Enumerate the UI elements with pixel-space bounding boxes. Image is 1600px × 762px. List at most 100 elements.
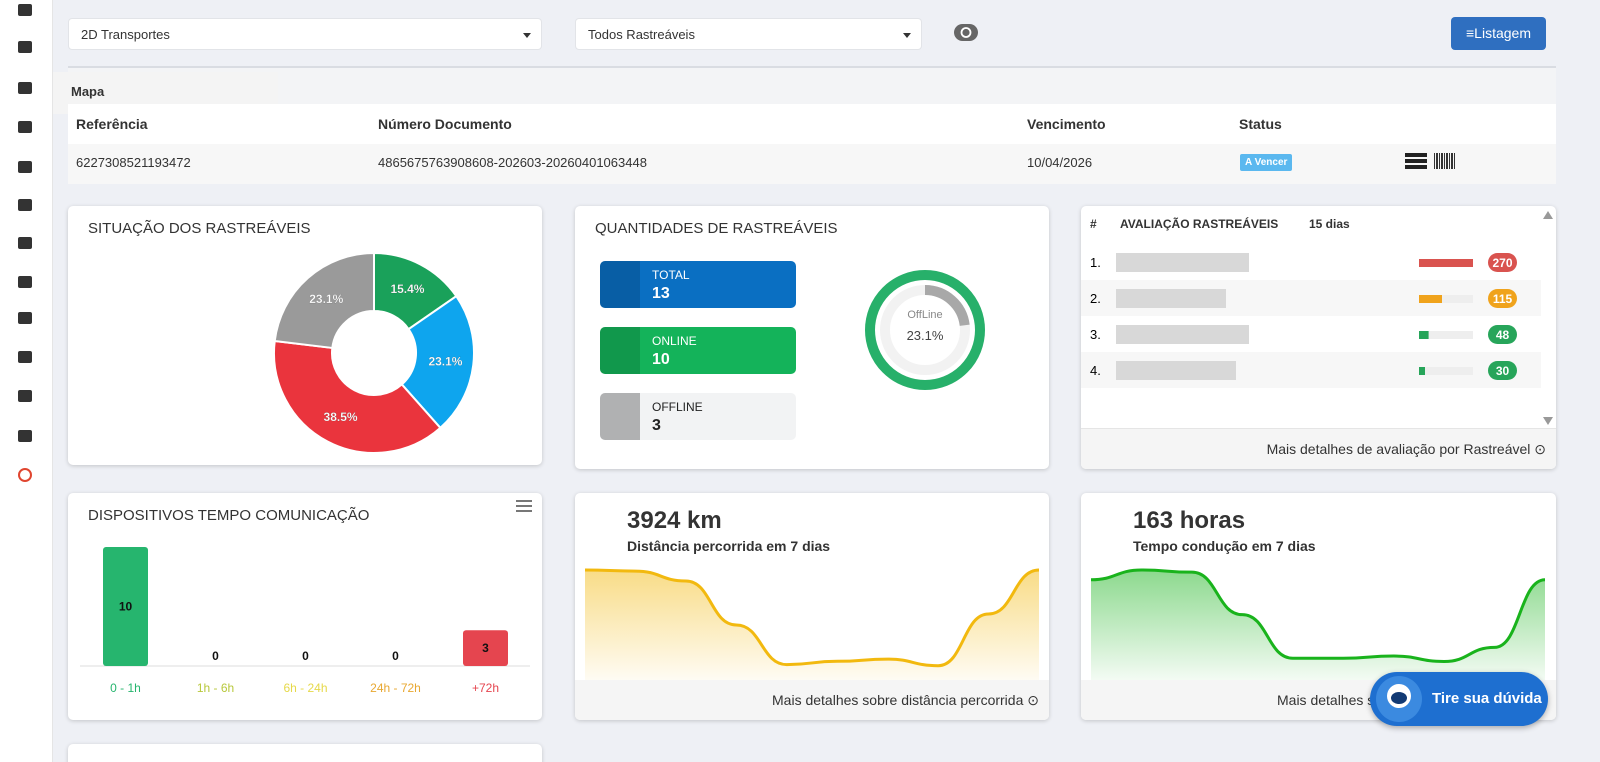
card-footer[interactable]: Mais detalhes de avaliação por Rastreáve… xyxy=(1081,428,1556,469)
score-value: 30 xyxy=(1496,364,1510,378)
nav-icon[interactable] xyxy=(18,82,32,94)
score-badge xyxy=(1488,325,1517,344)
score-bar xyxy=(1419,331,1429,339)
nav-icon[interactable] xyxy=(18,4,32,16)
box-value: 3 xyxy=(652,417,661,434)
cell: 6227308521193472 xyxy=(76,155,191,170)
bar-chart: 10 0 - 1h 0 1h - 6h 0 6h - 24h 0 24h - 72h 3 +72h xyxy=(80,500,532,695)
box-label: OFFLINE xyxy=(652,400,703,414)
nav-icon[interactable] xyxy=(18,199,32,211)
quantity-box: ONLINE 10 xyxy=(600,327,796,374)
scroll-down xyxy=(1543,417,1553,425)
rank: 1. xyxy=(1090,255,1101,270)
gauge-arc xyxy=(924,285,970,327)
header-cell: Referência xyxy=(76,116,148,132)
nav-icon[interactable] xyxy=(18,276,32,288)
tracker-select[interactable]: Todos Rastreáveis xyxy=(575,18,922,50)
bar xyxy=(463,630,508,666)
card-title: DISPOSITIVOS TEMPO COMUNICAÇÃO xyxy=(88,507,370,524)
table: Referência Número Documento Vencimento S… xyxy=(68,104,1556,184)
score-value: 115 xyxy=(1493,292,1513,306)
company-select[interactable]: 2D Transportes xyxy=(68,18,542,50)
nav-icon[interactable] xyxy=(18,312,32,324)
slice-label: 15.4% xyxy=(390,282,424,296)
score-badge xyxy=(1488,361,1517,380)
footer-link[interactable]: Mais detalhes de avaliação por Rastreáve… xyxy=(1266,441,1531,457)
bar-label: 10 xyxy=(119,600,133,614)
gauge-value: 23.1% xyxy=(907,328,944,343)
box-value: 13 xyxy=(652,285,670,302)
hours-card: 163 horas Tempo condução em 7 dias Mais … xyxy=(1081,493,1556,720)
period-select[interactable]: 15 dias xyxy=(1309,217,1350,231)
status-card: SITUAÇÃO DOS RASTREÁVEIS 15.4% 23.1% 38.5%… xyxy=(68,206,542,465)
kpi-value: 163 horas xyxy=(1133,507,1246,534)
card-title: SITUAÇÃO DOS RASTREÁVEIS xyxy=(88,220,311,237)
score-track xyxy=(1419,331,1473,339)
name-placeholder xyxy=(1116,253,1249,272)
company-label: 2D Transportes xyxy=(81,27,170,42)
score-badge xyxy=(1488,289,1517,308)
sparkline xyxy=(1090,568,1546,680)
quantity-box: TOTAL 13 xyxy=(600,261,796,308)
x-label: 6h - 24h xyxy=(283,681,327,695)
area xyxy=(1091,570,1545,680)
distance-card: 3924 km Distância percorrida em 7 dias M… xyxy=(575,493,1049,720)
nav-icon[interactable] xyxy=(18,351,32,363)
box-value: 10 xyxy=(652,351,670,368)
name-placeholder xyxy=(1116,325,1249,344)
score-track xyxy=(1419,367,1473,375)
next-card xyxy=(68,744,542,762)
nav-icon[interactable] xyxy=(18,430,32,442)
pie-slice xyxy=(273,251,375,350)
name-placeholder xyxy=(1116,361,1236,380)
sparkline xyxy=(584,568,1040,680)
score-bar xyxy=(1419,367,1425,375)
score-badge xyxy=(1488,253,1517,272)
x-label: 24h - 72h xyxy=(370,681,421,695)
card-footer[interactable]: Mais detalhes sobre distância percorrida… xyxy=(575,680,1049,720)
score-bar xyxy=(1419,295,1442,303)
nav-icon[interactable] xyxy=(18,41,32,53)
box-label: ONLINE xyxy=(652,334,697,348)
score-value: 48 xyxy=(1496,328,1510,342)
bar-label: 0 xyxy=(212,649,219,663)
footer-link[interactable]: Mais detalhes sobre distância percorrida xyxy=(772,692,1024,708)
quantity-card: QUANTIDADES DE RASTREÁVEIS TOTAL 13 ONLINE… xyxy=(575,206,1049,469)
area xyxy=(585,570,1039,680)
status-badge: A Vencer xyxy=(1240,154,1293,171)
rating-card: # AVALIAÇÃO RASTREÁVEIS 15 dias Mais det… xyxy=(1081,206,1556,469)
x-label: +72h xyxy=(472,681,499,695)
nav-icon[interactable] xyxy=(18,161,32,173)
list-button[interactable]: ≡Listagem xyxy=(1451,17,1546,50)
help-label[interactable]: Tire sua dúvida xyxy=(1432,690,1542,707)
line xyxy=(584,568,1040,668)
help-button[interactable]: Tire sua dúvida xyxy=(1370,672,1548,726)
header-cell: Número Documento xyxy=(378,116,512,132)
nav-icon[interactable] xyxy=(18,390,32,402)
gauge-ring xyxy=(865,270,985,390)
nav-icon[interactable] xyxy=(18,121,32,133)
kpi-subtitle: Tempo condução em 7 dias xyxy=(1133,538,1316,554)
rating-header[interactable]: AVALIAÇÃO RASTREÁVEIS xyxy=(1120,217,1279,231)
bar-label: 3 xyxy=(482,641,489,655)
sidebar-icons xyxy=(18,4,32,482)
score-track xyxy=(1419,295,1473,303)
rating-header: # xyxy=(1090,217,1097,231)
refresh-button[interactable] xyxy=(954,24,978,41)
table-row xyxy=(68,144,1556,184)
name-placeholder xyxy=(1116,289,1226,308)
footer-link[interactable]: Mais detalhes s xyxy=(1277,692,1375,708)
slice-label: 23.1% xyxy=(309,292,343,306)
header-cell: Status xyxy=(1239,116,1282,132)
row-actions[interactable] xyxy=(1404,152,1458,172)
bar-label: 0 xyxy=(302,649,309,663)
pie-chart: 15.4% 23.1% 38.5% 23.1% xyxy=(273,251,475,454)
tracker-label: Todos Rastreáveis xyxy=(588,27,695,42)
band xyxy=(68,66,1556,106)
nav-icon[interactable] xyxy=(18,237,32,249)
line xyxy=(1090,568,1546,663)
bar-label: 0 xyxy=(392,649,399,663)
gauge: OffLine 23.1% xyxy=(865,270,985,390)
box-icon xyxy=(600,393,640,440)
pie-slice xyxy=(273,339,442,454)
